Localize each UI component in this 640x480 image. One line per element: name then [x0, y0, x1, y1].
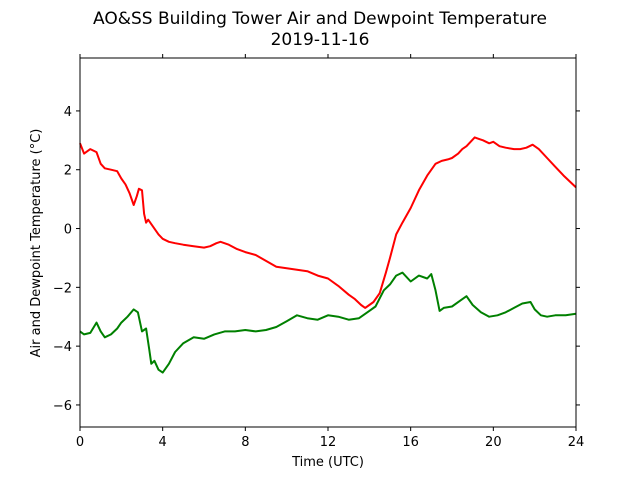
y-tick-label: −6	[53, 399, 72, 414]
x-tick-label: 16	[402, 435, 419, 450]
y-axis-label: Air and Dewpoint Temperature (°C)	[29, 129, 44, 358]
x-tick-label: 20	[485, 435, 502, 450]
dewpoint-temperature-line	[79, 271, 577, 374]
x-axis-label: Time (UTC)	[291, 455, 364, 470]
x-tick-label: 0	[76, 435, 84, 450]
y-tick-label: −2	[53, 281, 72, 296]
plot-lines	[79, 136, 577, 374]
air-temperature-line	[79, 136, 577, 309]
chart-title: AO&SS Building Tower Air and Dewpoint Te…	[93, 9, 547, 29]
x-tick-label: 4	[159, 435, 167, 450]
y-tick-label: 4	[64, 105, 72, 120]
y-tick-label: 2	[64, 164, 72, 179]
chart-subtitle: 2019-11-16	[271, 30, 370, 50]
x-tick-label: 24	[568, 435, 585, 450]
x-tick-label: 12	[320, 435, 337, 450]
y-tick-label: 0	[64, 223, 72, 238]
x-tick-label: 8	[241, 435, 249, 450]
y-tick-label: −4	[53, 340, 72, 355]
